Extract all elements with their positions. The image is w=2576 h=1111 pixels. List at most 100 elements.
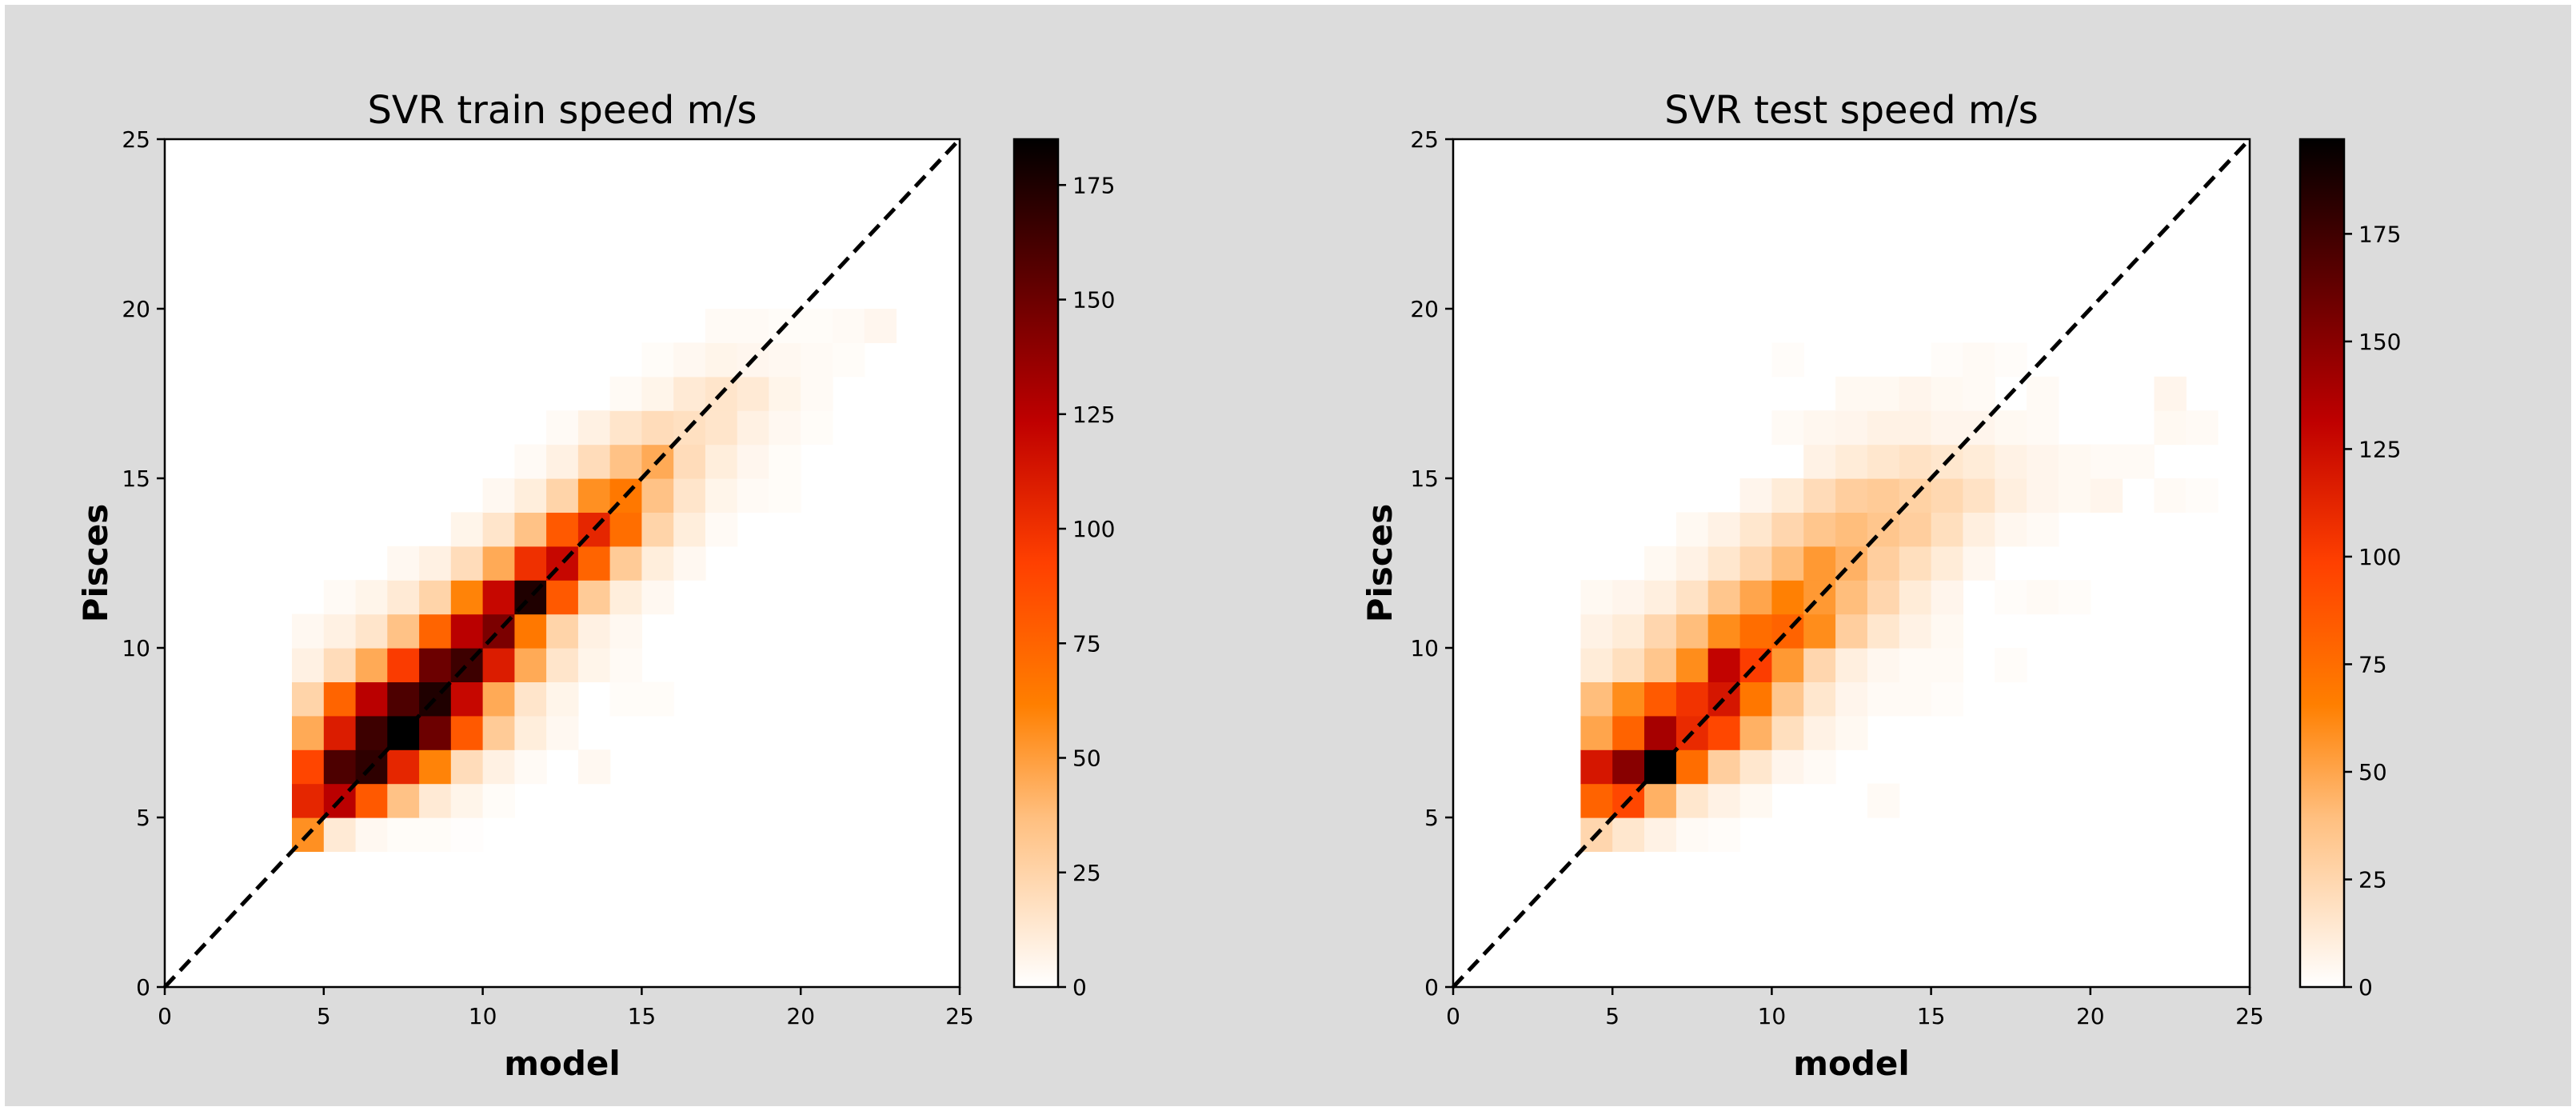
heatmap-cell	[546, 715, 579, 750]
heatmap-cell	[1675, 546, 1709, 581]
heatmap-cell	[514, 444, 547, 479]
x-axis-label: model	[504, 1044, 621, 1083]
heatmap-cell	[1675, 817, 1709, 852]
heatmap-cell	[1644, 648, 1677, 682]
heatmap-cell	[419, 613, 452, 649]
y-tick-label: 10	[1410, 635, 1439, 661]
heatmap-cell	[1931, 681, 1963, 717]
heatmap-cell	[1899, 512, 1932, 547]
heatmap-cell	[387, 580, 420, 615]
heatmap-cell	[609, 613, 642, 649]
x-tick-label: 10	[1758, 1003, 1787, 1029]
heatmap-cell	[769, 410, 801, 446]
heatmap-cell	[387, 681, 420, 717]
heatmap-cell	[769, 376, 801, 411]
heatmap-cell	[1835, 410, 1868, 446]
y-tick-label: 10	[122, 635, 150, 661]
heatmap-cell	[1803, 410, 1836, 446]
heatmap-cell	[1707, 613, 1741, 649]
heatmap-cell	[1739, 749, 1772, 785]
heatmap-cell	[737, 410, 770, 446]
heatmap-cell	[1995, 512, 2027, 547]
heatmap-cell	[546, 648, 579, 682]
heatmap-cell	[387, 817, 420, 852]
heatmap-cell	[546, 681, 579, 717]
heatmap-cell	[801, 410, 833, 446]
heatmap-cell	[577, 546, 611, 581]
heatmap-cell	[609, 546, 642, 581]
y-axis-label: Pisces	[76, 504, 115, 623]
heatmap-cell	[609, 648, 642, 682]
colorbar-tick-label: 0	[1072, 974, 1087, 1001]
heatmap-cell	[2154, 376, 2187, 411]
heatmap-cell	[769, 342, 801, 378]
heatmap-cell	[514, 648, 547, 682]
heatmap-cell	[1931, 410, 1963, 446]
heatmap-cell	[1899, 648, 1932, 682]
heatmap-cell	[2122, 444, 2155, 479]
heatmap-cell	[323, 580, 357, 615]
heatmap-cell	[1675, 648, 1709, 682]
heatmap-cell	[482, 478, 515, 513]
heatmap-cell	[2090, 478, 2123, 513]
heatmap-cell	[577, 410, 611, 446]
heatmap-cell	[1612, 613, 1645, 649]
heatmap-cell	[1675, 580, 1709, 615]
heatmap-cell	[482, 546, 515, 581]
heatmap-cell	[1644, 613, 1677, 649]
heatmap-cell	[1771, 478, 1804, 513]
heatmap-cell	[292, 613, 325, 649]
y-tick-label: 15	[1410, 466, 1439, 492]
heatmap-cell	[1707, 580, 1741, 615]
colorbar-tick-label: 175	[2358, 221, 2401, 247]
heatmap-cell	[355, 715, 388, 750]
heatmap-cell	[1963, 342, 1995, 378]
heatmap-cell	[609, 376, 642, 411]
chart-title: SVR train speed m/s	[367, 88, 757, 133]
heatmap-cell	[482, 681, 515, 717]
colorbar-tick-label: 50	[1072, 745, 1101, 772]
colorbar	[1012, 138, 1060, 989]
heatmap-cell	[577, 444, 611, 479]
heatmap-cell	[1835, 613, 1868, 649]
heatmap-cell	[1899, 613, 1932, 649]
x-tick-label: 5	[1605, 1003, 1619, 1029]
heatmap-cell	[1612, 681, 1645, 717]
heatmap-cell	[1867, 681, 1900, 717]
heatmap-cell	[641, 410, 674, 446]
heatmap-cell	[2090, 444, 2123, 479]
heatmap-cell	[450, 783, 484, 818]
heatmap-cell	[1803, 715, 1836, 750]
heatmap-cell	[450, 512, 484, 547]
heatmap-cell	[1931, 512, 1963, 547]
heatmap-cell	[1771, 681, 1804, 717]
heatmap-cell	[705, 478, 738, 513]
heatmap-cell	[419, 715, 452, 750]
plot-frame	[1452, 138, 2251, 989]
heatmap-cell	[1963, 512, 1995, 547]
heatmap-cell	[292, 715, 325, 750]
heatmap-cell	[1707, 546, 1741, 581]
heatmap-cell	[1867, 376, 1900, 411]
heatmap-cell	[1867, 580, 1900, 615]
colorbar-tick-label: 125	[1072, 402, 1115, 428]
heatmap-cell	[1580, 681, 1613, 717]
heatmap-cell	[323, 749, 357, 785]
colorbar-tick-label: 100	[2358, 544, 2401, 570]
heatmap-cell	[355, 648, 388, 682]
heatmap-cell	[801, 376, 833, 411]
heatmap-cell	[1644, 783, 1677, 818]
x-tick-label: 15	[628, 1003, 657, 1029]
identity-diagonal-line	[1452, 138, 2251, 989]
heatmap-cell	[514, 749, 547, 785]
heatmap-cell	[546, 613, 579, 649]
heatmap-cell	[1675, 783, 1709, 818]
heatmap-cell	[1580, 580, 1613, 615]
heatmap-cell	[482, 580, 515, 615]
heatmap-cell	[1995, 342, 2027, 378]
x-axis-label: model	[1793, 1044, 1910, 1083]
heatmap-cell	[1644, 715, 1677, 750]
heatmap-cell	[482, 749, 515, 785]
heatmap-cell	[577, 648, 611, 682]
heatmap-cell	[577, 580, 611, 615]
